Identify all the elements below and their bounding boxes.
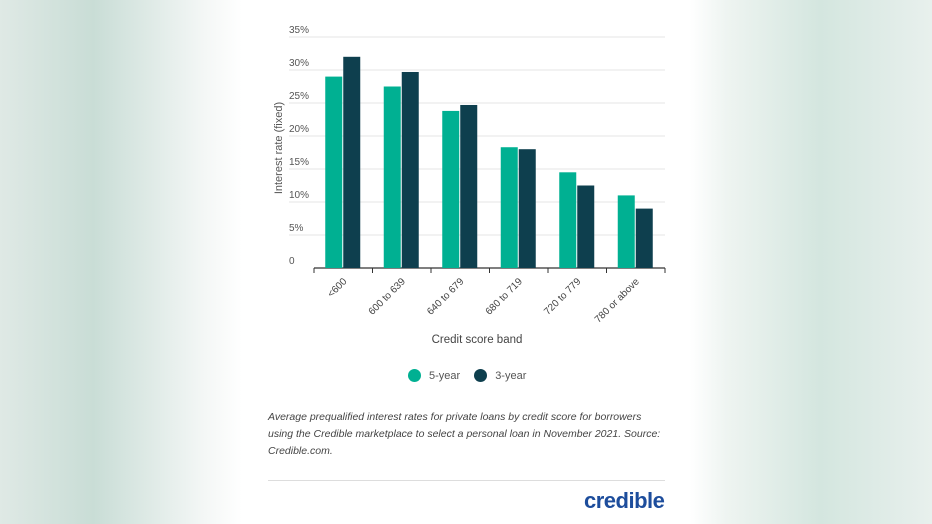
y-tick-label: 5%	[289, 223, 304, 234]
y-tick-label: 10%	[289, 190, 309, 201]
divider	[268, 480, 665, 481]
bar-5-year	[617, 195, 635, 268]
legend-swatch-5-year	[408, 369, 421, 382]
x-tick-label: 640 to 679	[425, 276, 467, 318]
x-tick-label: 720 to 779	[542, 276, 584, 318]
bar-3-year	[577, 185, 595, 268]
bar-5-year	[383, 86, 401, 268]
bar-3-year	[401, 71, 419, 268]
y-tick-label: 25%	[289, 91, 309, 102]
bar-3-year	[635, 208, 653, 268]
bar-3-year	[343, 56, 361, 268]
y-tick-label: 0	[289, 256, 295, 267]
legend: 5-year 3-year	[408, 369, 540, 382]
y-axis-title: Interest rate (fixed)	[273, 102, 285, 194]
chart-caption: Average prequalified interest rates for …	[268, 411, 661, 457]
bar-3-year	[460, 104, 478, 268]
bar-5-year	[325, 76, 343, 268]
legend-label-5-year: 5-year	[429, 369, 461, 382]
y-tick-label: 35%	[289, 25, 309, 36]
legend-label-3-year: 3-year	[495, 369, 527, 382]
x-tick-label: 680 to 719	[484, 276, 526, 318]
credible-logo: credible	[584, 488, 665, 513]
legend-swatch-3-year	[474, 369, 488, 382]
y-tick-label: 15%	[289, 157, 309, 168]
x-axis-title: Credit score band	[432, 334, 523, 346]
x-tick-label: <600	[326, 276, 350, 300]
bar-3-year	[518, 149, 536, 268]
x-tick-label: 600 to 639	[367, 276, 409, 318]
bar-5-year	[559, 172, 577, 268]
bar-5-year	[500, 147, 518, 268]
bar-5-year	[442, 110, 460, 268]
y-tick-label: 20%	[289, 124, 309, 135]
y-tick-label: 30%	[289, 58, 309, 69]
bar-chart: 0 5% 10% 15% 20% 25% 30% 35% <600 600 to 639 640 t…	[273, 25, 666, 346]
x-tick-label: 780 or above	[593, 276, 642, 325]
